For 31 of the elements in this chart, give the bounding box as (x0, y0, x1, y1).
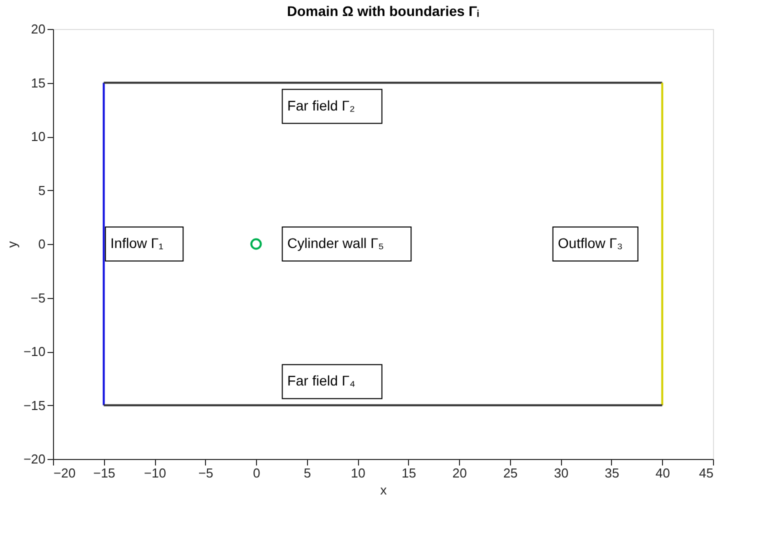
annotation: Cylinder wall Γ₅ (287, 235, 384, 251)
x-tick-label: 20 (452, 466, 467, 480)
x-tick-label: −10 (144, 466, 166, 480)
x-tick-label: −15 (93, 466, 116, 480)
annotation: Far field Γ₂ (287, 97, 355, 114)
x-tick-label: 5 (304, 466, 311, 480)
x-tick-label: 45 (699, 466, 714, 480)
y-tick-label: 5 (38, 182, 46, 198)
annotation: Far field Γ₄ (287, 372, 356, 389)
x-axis-title: x (380, 482, 388, 498)
x-tick-label: 40 (655, 466, 670, 480)
x-tick-label: −5 (198, 466, 214, 480)
x-tick-label: 25 (503, 466, 518, 480)
x-tick-label: 30 (554, 466, 568, 480)
x-tick-label: 10 (350, 466, 366, 480)
y-tick-label: −10 (23, 344, 46, 359)
y-tick-label: 0 (38, 236, 46, 252)
y-tick-label: 10 (31, 129, 46, 144)
annotation: Inflow Γ₁ (110, 235, 164, 251)
x-tick-label: 0 (252, 466, 260, 480)
annotation: Outflow Γ₃ (558, 235, 623, 251)
y-axis-title: y (4, 240, 20, 248)
chart-title: Domain Ω with boundaries Γᵢ (287, 3, 479, 19)
y-tick-label: −5 (30, 290, 46, 306)
x-tick-label: 35 (604, 466, 620, 480)
x-tick-label: −20 (54, 466, 76, 480)
y-tick-label: −20 (23, 452, 46, 466)
y-tick-label: −15 (23, 398, 46, 413)
y-tick-label: 15 (31, 75, 46, 90)
y-tick-label: 20 (31, 22, 46, 36)
x-tick-label: 15 (402, 466, 416, 480)
